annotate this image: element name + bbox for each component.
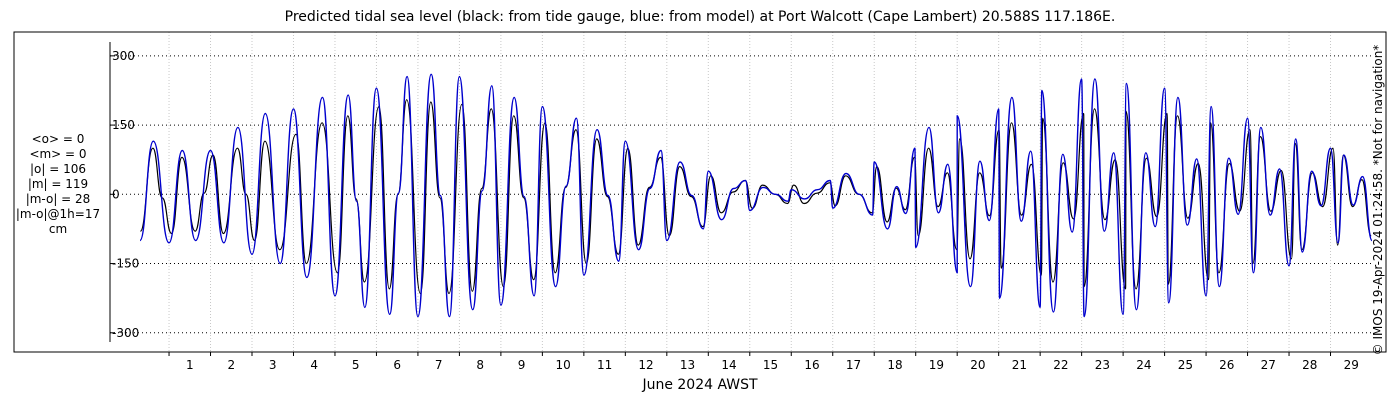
x-tick-label: 7 <box>435 358 443 372</box>
x-tick-label: 25 <box>1178 358 1193 372</box>
stat-abs-observed: |o| = 106 <box>29 162 86 176</box>
stat-mean-model: <m> = 0 <box>29 147 87 161</box>
x-tick-label: 27 <box>1261 358 1276 372</box>
x-tick-label: 10 <box>555 358 570 372</box>
series-line-tide-gauge <box>139 99 1372 295</box>
x-tick-label: 14 <box>721 358 736 372</box>
x-tick-label: 29 <box>1344 358 1359 372</box>
y-tick-label: 150 <box>112 118 135 132</box>
x-axis: 1 2 3 4 5 6 7 8 9 10 11 12 13 14 15 16 17 18 19 20 21 22 23 24 2… <box>168 352 1359 372</box>
stat-units: cm <box>48 222 68 236</box>
x-tick-label: 18 <box>887 358 902 372</box>
copyright-note: © IMOS 19-Apr-2024 01:24:58. *Not for na… <box>1371 44 1385 356</box>
plot-frame <box>13 31 1387 353</box>
x-tick-label: 16 <box>804 358 819 372</box>
x-tick-label: 15 <box>763 358 778 372</box>
stat-mean-observed: <o> = 0 <box>31 132 85 146</box>
x-tick-label: 8 <box>476 358 484 372</box>
x-tick-label: 2 <box>227 358 235 372</box>
x-tick-label: 9 <box>518 358 526 372</box>
x-tick-label: 3 <box>269 358 277 372</box>
y-tick-label: 300 <box>112 49 135 63</box>
x-axis-label: June 2024 AWST <box>641 377 758 393</box>
x-tick-label: 6 <box>393 358 401 372</box>
x-tick-label: 4 <box>310 358 318 372</box>
grid <box>110 32 1372 352</box>
x-tick-label: 13 <box>680 358 695 372</box>
x-tick-label: 26 <box>1219 358 1234 372</box>
stat-abs-model: |m| = 119 <box>27 177 89 191</box>
x-tick-label: 23 <box>1095 358 1110 372</box>
y-tick-label: -150 <box>112 257 139 271</box>
x-tick-label: 17 <box>846 358 861 372</box>
stat-abs-diff: |m-o| = 28 <box>25 192 91 206</box>
x-tick-label: 20 <box>970 358 985 372</box>
x-tick-label: 12 <box>638 358 653 372</box>
y-tick-label: 0 <box>112 187 120 201</box>
x-tick-label: 1 <box>186 358 194 372</box>
chart-title: Predicted tidal sea level (black: from t… <box>284 9 1116 25</box>
series-line-model <box>139 73 1373 318</box>
x-tick-label: 11 <box>597 358 612 372</box>
x-tick-label: 5 <box>352 358 360 372</box>
y-tick-label: -300 <box>112 326 139 340</box>
statistics-panel: <o> = 0 <m> = 0 |o| = 106 |m| = 119 |m-o… <box>8 132 108 237</box>
stat-abs-diff-1h: |m-o|@1h=17 <box>15 207 101 221</box>
y-axis: 300 150 0 -150 -300 <box>109 42 139 342</box>
x-tick-label: 28 <box>1302 358 1317 372</box>
series-group <box>139 73 1373 318</box>
x-tick-label: 21 <box>1012 358 1027 372</box>
x-tick-label: 22 <box>1053 358 1068 372</box>
x-tick-label: 24 <box>1136 358 1151 372</box>
x-tick-label: 19 <box>929 358 944 372</box>
